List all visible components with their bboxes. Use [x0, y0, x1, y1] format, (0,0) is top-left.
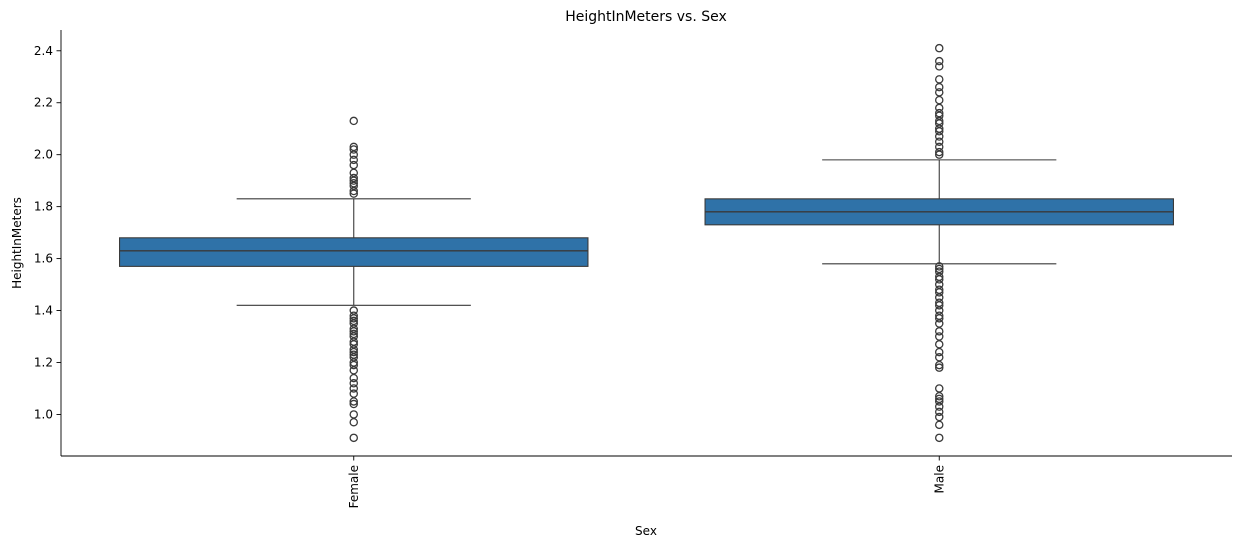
y-tick-label: 1.6 [34, 252, 53, 266]
outlier-point [935, 298, 944, 307]
outlier-point [935, 147, 944, 157]
outlier-point [349, 168, 358, 178]
y-tick-label: 1.0 [34, 407, 53, 421]
outlier-point [935, 264, 944, 274]
y-axis: 1.0 1.2 1.4 1.6 1.8 2.0 2.2 2.4 [34, 44, 61, 421]
outlier-point [349, 116, 358, 126]
outlier-point [349, 410, 358, 419]
outlier-point [935, 262, 944, 271]
plot-area [119, 43, 1174, 443]
outlier-point [935, 397, 944, 406]
outlier-point [935, 142, 944, 152]
outlier-point [349, 142, 358, 152]
outlier-point [349, 316, 358, 326]
outlier-point [935, 412, 944, 422]
outlier-point [349, 173, 358, 183]
outlier-point [935, 75, 944, 84]
y-tick-label: 2.4 [34, 44, 53, 58]
outlier-point [349, 389, 358, 398]
box-group-female [119, 116, 589, 443]
outlier-point [935, 407, 944, 417]
y-axis-label: HeightInMeters [10, 197, 24, 289]
x-axis: Female Male [347, 456, 946, 508]
outlier-point [349, 145, 358, 154]
outlier-point [935, 95, 944, 105]
outlier-point [935, 347, 944, 357]
y-tick-label: 2.0 [34, 148, 53, 162]
outlier-point [935, 394, 944, 404]
outlier-point [349, 306, 358, 315]
y-tick-label: 2.2 [34, 96, 53, 110]
outlier-point [349, 417, 358, 427]
outlier-point [935, 137, 944, 146]
outlier-point [935, 108, 944, 118]
outlier-point [935, 43, 944, 53]
outlier-point [935, 88, 944, 97]
outlier-point [935, 62, 944, 71]
iqr-box [119, 237, 589, 267]
outlier-point [935, 82, 944, 92]
x-tick-label: Female [347, 465, 361, 508]
outlier-point [349, 373, 358, 383]
outlier-point [935, 267, 944, 276]
x-axis-label: Sex [635, 524, 657, 538]
y-tick-label: 1.8 [34, 200, 53, 214]
outlier-point [349, 311, 358, 320]
y-tick-label: 1.2 [34, 355, 53, 369]
outlier-point [349, 399, 358, 409]
x-tick-label: Male [932, 465, 946, 493]
outlier-point [349, 350, 358, 359]
outlier-point [349, 179, 358, 188]
y-tick-label: 1.4 [34, 304, 53, 318]
outlier-point [935, 340, 944, 349]
outlier-point [935, 285, 944, 295]
outlier-point [935, 353, 944, 362]
outlier-point [935, 433, 944, 443]
outlier-point [349, 379, 358, 388]
box-group-male [704, 43, 1174, 443]
outlier-point [349, 384, 358, 393]
outlier-point [349, 433, 358, 443]
outlier-point [935, 384, 944, 393]
outlier-point [935, 311, 944, 320]
outlier-point [935, 420, 944, 430]
outlier-point [349, 155, 358, 165]
outlier-point [349, 329, 358, 339]
outlier-point [349, 160, 358, 170]
chart-title: HeightInMeters vs. Sex [565, 9, 727, 25]
outlier-point [935, 332, 944, 341]
outlier-point [935, 56, 944, 66]
outlier-point [935, 363, 944, 372]
outlier-point [935, 327, 944, 336]
outlier-point [935, 103, 944, 113]
